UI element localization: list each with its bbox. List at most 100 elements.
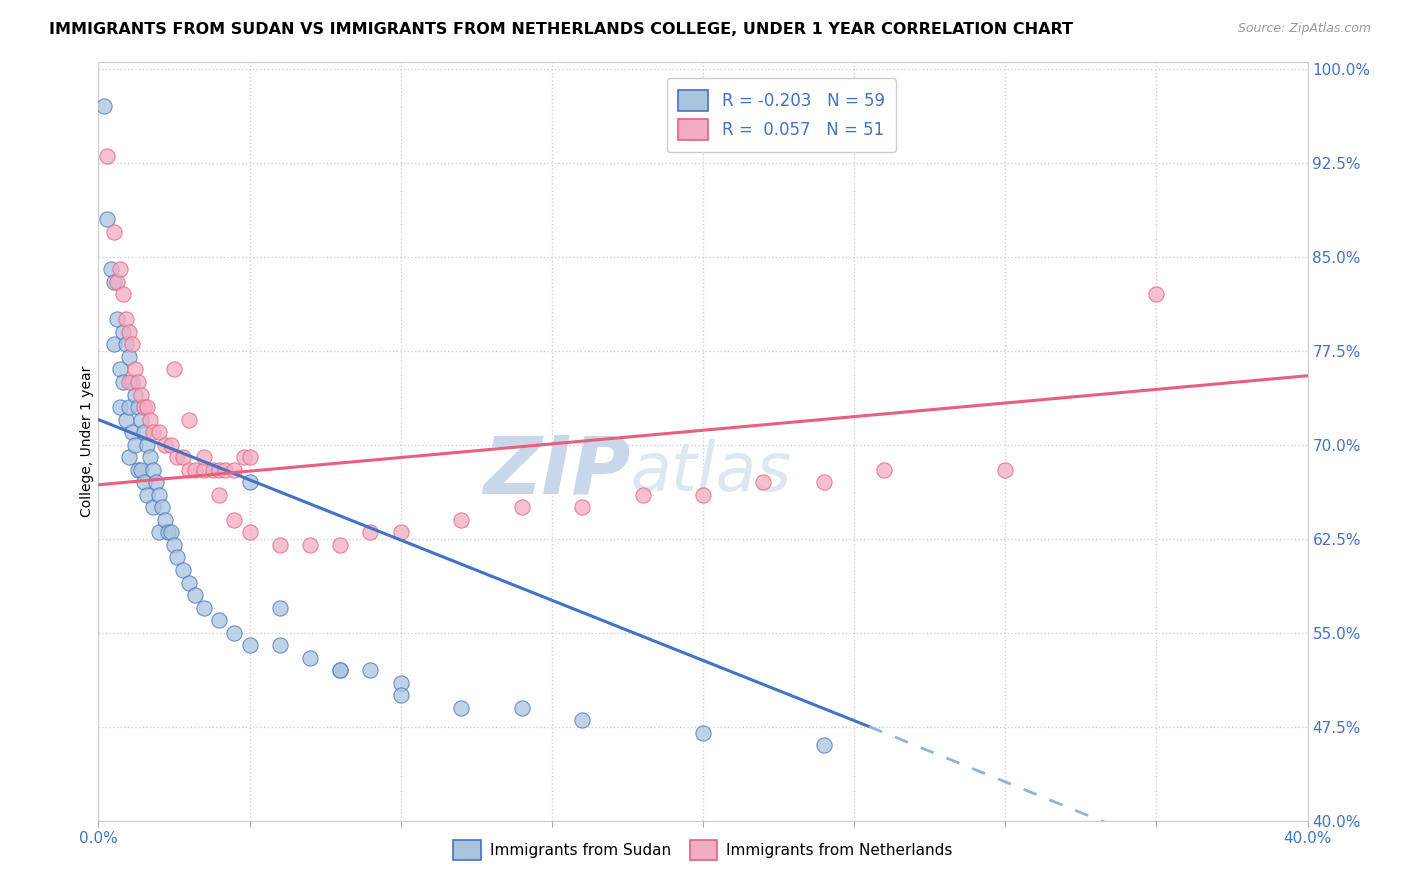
Point bbox=[111, 375, 134, 389]
Point bbox=[752, 475, 775, 490]
Point bbox=[202, 463, 225, 477]
Point bbox=[124, 387, 146, 401]
Y-axis label: College, Under 1 year: College, Under 1 year bbox=[80, 366, 94, 517]
Point bbox=[118, 450, 141, 465]
Point bbox=[450, 701, 472, 715]
Point bbox=[299, 538, 322, 552]
Point bbox=[118, 375, 141, 389]
Point bbox=[153, 438, 176, 452]
Point bbox=[224, 463, 246, 477]
Point bbox=[179, 412, 201, 426]
Point bbox=[135, 400, 157, 414]
Point bbox=[994, 463, 1017, 477]
Point bbox=[135, 438, 157, 452]
Point bbox=[269, 538, 291, 552]
Point bbox=[145, 475, 167, 490]
Point bbox=[166, 450, 188, 465]
Point bbox=[163, 538, 186, 552]
Point bbox=[208, 463, 231, 477]
Legend: Immigrants from Sudan, Immigrants from Netherlands: Immigrants from Sudan, Immigrants from N… bbox=[447, 834, 959, 866]
Point bbox=[813, 475, 835, 490]
Point bbox=[172, 563, 194, 577]
Point bbox=[135, 488, 157, 502]
Point bbox=[813, 739, 835, 753]
Point bbox=[114, 412, 136, 426]
Point bbox=[510, 701, 533, 715]
Point bbox=[329, 538, 352, 552]
Point bbox=[103, 275, 125, 289]
Point bbox=[1144, 287, 1167, 301]
Point bbox=[184, 463, 207, 477]
Point bbox=[127, 463, 149, 477]
Point bbox=[166, 550, 188, 565]
Point bbox=[389, 525, 412, 540]
Point bbox=[299, 650, 322, 665]
Point bbox=[129, 387, 152, 401]
Point bbox=[179, 575, 201, 590]
Point bbox=[121, 375, 143, 389]
Point bbox=[118, 350, 141, 364]
Point bbox=[142, 500, 165, 515]
Point bbox=[127, 400, 149, 414]
Point bbox=[114, 312, 136, 326]
Point bbox=[124, 438, 146, 452]
Point bbox=[139, 412, 162, 426]
Point bbox=[232, 450, 254, 465]
Point bbox=[329, 663, 352, 677]
Point bbox=[510, 500, 533, 515]
Point bbox=[108, 362, 131, 376]
Point bbox=[692, 488, 714, 502]
Point bbox=[193, 600, 215, 615]
Point bbox=[108, 400, 131, 414]
Point bbox=[239, 525, 262, 540]
Point bbox=[103, 337, 125, 351]
Point bbox=[208, 613, 231, 627]
Point bbox=[224, 513, 246, 527]
Point bbox=[239, 475, 262, 490]
Point bbox=[127, 375, 149, 389]
Point bbox=[329, 663, 352, 677]
Point bbox=[269, 600, 291, 615]
Point bbox=[389, 675, 412, 690]
Text: atlas: atlas bbox=[630, 439, 792, 505]
Point bbox=[118, 325, 141, 339]
Point bbox=[105, 312, 128, 326]
Point bbox=[153, 513, 176, 527]
Point bbox=[105, 275, 128, 289]
Point bbox=[160, 525, 183, 540]
Point bbox=[103, 225, 125, 239]
Point bbox=[139, 450, 162, 465]
Point bbox=[360, 525, 382, 540]
Point bbox=[121, 337, 143, 351]
Point bbox=[156, 525, 179, 540]
Point bbox=[692, 726, 714, 740]
Point bbox=[873, 463, 896, 477]
Point bbox=[239, 638, 262, 652]
Point bbox=[121, 425, 143, 439]
Point bbox=[111, 325, 134, 339]
Point bbox=[111, 287, 134, 301]
Point bbox=[160, 438, 183, 452]
Point bbox=[193, 450, 215, 465]
Point bbox=[96, 149, 118, 163]
Point bbox=[389, 689, 412, 703]
Point bbox=[148, 425, 170, 439]
Point bbox=[150, 500, 173, 515]
Point bbox=[224, 625, 246, 640]
Point bbox=[142, 463, 165, 477]
Text: IMMIGRANTS FROM SUDAN VS IMMIGRANTS FROM NETHERLANDS COLLEGE, UNDER 1 YEAR CORRE: IMMIGRANTS FROM SUDAN VS IMMIGRANTS FROM… bbox=[49, 22, 1073, 37]
Point bbox=[93, 99, 115, 113]
Point bbox=[132, 425, 155, 439]
Point bbox=[129, 463, 152, 477]
Text: ZIP: ZIP bbox=[484, 433, 630, 511]
Point bbox=[179, 463, 201, 477]
Point bbox=[132, 475, 155, 490]
Point bbox=[184, 588, 207, 602]
Point bbox=[239, 450, 262, 465]
Point bbox=[163, 362, 186, 376]
Point bbox=[118, 400, 141, 414]
Point bbox=[132, 400, 155, 414]
Point bbox=[193, 463, 215, 477]
Point bbox=[269, 638, 291, 652]
Point bbox=[208, 488, 231, 502]
